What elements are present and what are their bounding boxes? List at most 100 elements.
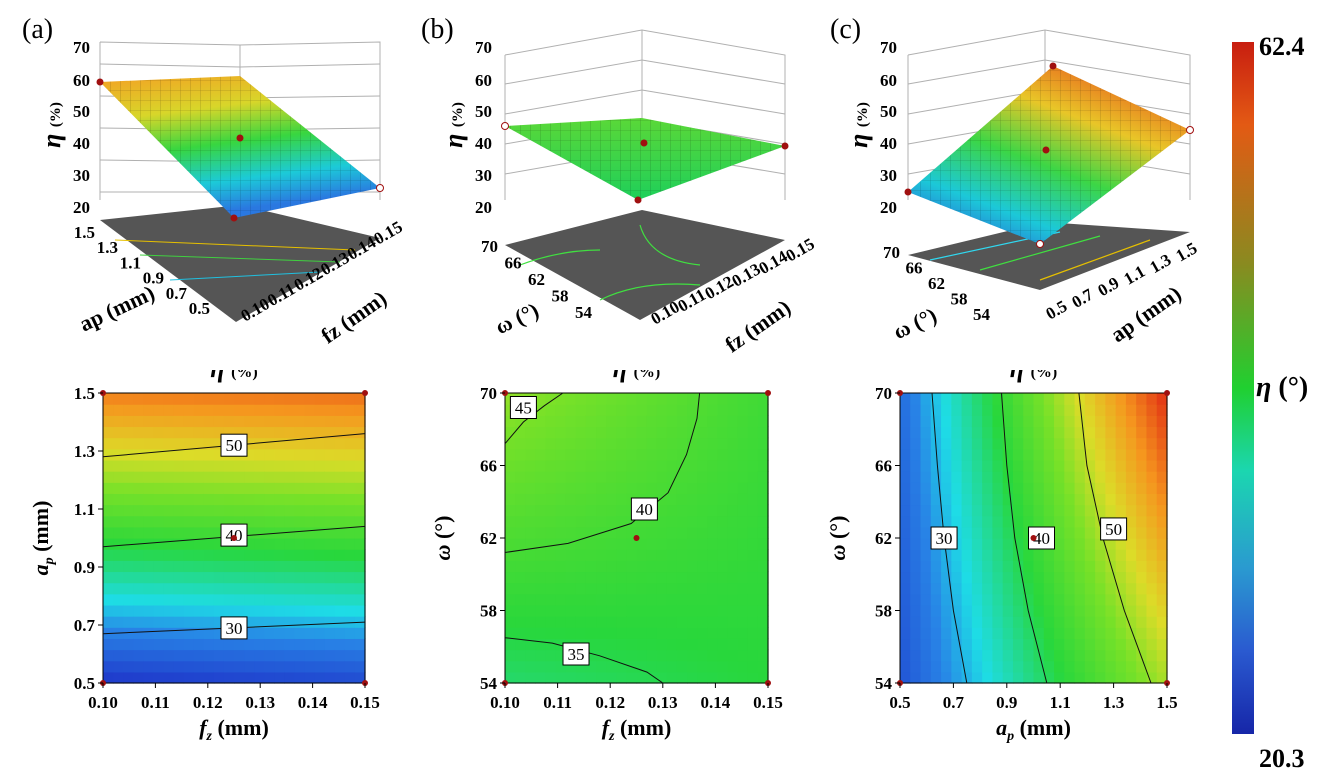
heat-cell	[636, 671, 648, 684]
heat-cell	[1064, 504, 1076, 517]
heat-cell	[676, 649, 688, 662]
heat-cell	[941, 426, 952, 439]
heat-cell	[717, 448, 729, 461]
heat-cell	[304, 627, 316, 639]
design-point	[765, 390, 771, 396]
heat-cell	[565, 616, 577, 628]
heat-cell	[1125, 671, 1137, 684]
heat-cell	[294, 582, 306, 595]
heat-cell	[294, 538, 306, 550]
heat-cell	[636, 582, 648, 595]
heat-cell	[123, 638, 134, 651]
heat-cell	[930, 638, 942, 651]
heat-cell	[666, 660, 678, 673]
heat-cell	[254, 560, 265, 573]
heat-cell	[992, 549, 1004, 561]
heat-cell	[264, 415, 275, 428]
heat-cell	[585, 526, 597, 539]
heat-cell	[606, 593, 617, 606]
colorbar-max-label: 62.4	[1259, 32, 1305, 61]
heat-cell	[234, 660, 245, 673]
heat-cell	[727, 604, 739, 617]
heat-cell	[103, 459, 114, 472]
y-tick-label: 54	[875, 674, 893, 693]
heat-cell	[910, 504, 922, 517]
heat-cell	[626, 538, 638, 550]
heat-cell	[334, 459, 346, 472]
heat-cell	[274, 515, 285, 528]
heat-cell	[304, 649, 316, 662]
heat-cell	[545, 660, 557, 673]
heat-cell	[505, 437, 516, 450]
heat-cell	[1084, 504, 1096, 517]
heat-cell	[687, 404, 698, 416]
surface-z-tick: 20	[73, 198, 90, 217]
heat-cell	[1084, 538, 1096, 550]
heat-cell	[525, 616, 536, 628]
heat-cell	[1136, 471, 1148, 483]
heat-cell	[203, 571, 215, 584]
heat-cell	[1012, 604, 1024, 617]
heat-cell	[1002, 649, 1014, 662]
heat-cell	[941, 616, 952, 628]
heat-cell	[1084, 593, 1096, 606]
heat-cell	[585, 426, 597, 439]
heat-cell	[982, 471, 994, 483]
heat-cell	[274, 604, 285, 617]
heat-cell	[900, 482, 911, 494]
heat-cell	[1084, 493, 1096, 506]
heat-cell	[213, 638, 225, 651]
heat-cell	[304, 393, 316, 405]
surface-c	[904, 29, 1194, 290]
heat-cell	[992, 459, 1004, 472]
heat-cell	[575, 616, 587, 628]
heat-cell	[133, 493, 144, 506]
heat-cell	[737, 671, 749, 684]
heat-cell	[1043, 493, 1055, 506]
y-axis-label: ap (mm)	[28, 501, 57, 576]
heat-cell	[1043, 448, 1055, 461]
heat-cell	[1054, 404, 1065, 416]
heat-cell	[1023, 616, 1035, 628]
panel-label-a: (a)	[22, 14, 54, 45]
contour-label-box	[1028, 526, 1056, 550]
heat-cell	[515, 459, 526, 472]
heat-cell	[1054, 459, 1065, 472]
heat-cell	[254, 471, 265, 483]
heat-cell	[334, 549, 346, 561]
heat-cell	[545, 549, 557, 561]
heat-cell	[941, 582, 952, 595]
heat-cell	[961, 582, 973, 595]
heat-cell	[1054, 638, 1065, 651]
heat-cell	[1043, 593, 1055, 606]
heat-cell	[1095, 571, 1106, 584]
heat-cell	[1033, 393, 1045, 405]
heat-cell	[163, 471, 175, 483]
heat-cell	[1064, 526, 1076, 539]
heat-cell	[717, 627, 729, 639]
heat-cell	[193, 471, 205, 483]
heat-cell	[687, 482, 698, 494]
heat-cell	[1105, 415, 1117, 428]
heat-cell	[264, 493, 275, 506]
heat-cell	[951, 493, 963, 506]
heat-cell	[1156, 593, 1168, 606]
heat-cell	[757, 471, 769, 483]
heat-cell	[304, 448, 316, 461]
heat-cell	[113, 649, 124, 662]
heat-cell	[183, 448, 195, 461]
heat-cell	[951, 448, 963, 461]
heat-cell	[606, 627, 617, 639]
heat-cell	[626, 471, 638, 483]
heat-cell	[565, 671, 577, 684]
heat-cell	[254, 426, 265, 439]
heat-cell	[324, 471, 336, 483]
heat-cell	[971, 538, 983, 550]
heat-cell	[264, 560, 275, 573]
heat-cell	[971, 459, 983, 472]
heat-cell	[1105, 493, 1117, 506]
heat-cell	[951, 393, 963, 405]
contour-label-box	[630, 497, 658, 521]
heat-cell	[626, 459, 638, 472]
heat-cell	[575, 604, 587, 617]
